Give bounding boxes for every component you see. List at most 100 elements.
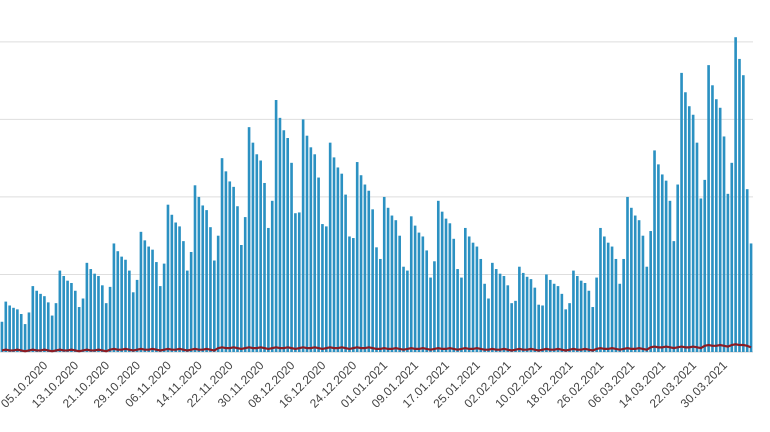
bar [552,283,556,352]
bar [742,75,745,353]
bar [363,184,367,352]
bar [560,293,564,352]
bar [460,277,463,352]
bar [603,236,606,352]
bar [355,162,359,352]
bar [382,196,386,352]
bar [232,186,235,352]
bar [89,269,93,352]
bar [568,303,571,352]
bar [43,296,46,352]
bar [108,286,112,352]
bar [62,276,66,352]
bar [529,279,533,352]
bar [676,184,680,352]
bar [718,107,722,352]
bar [464,227,467,352]
bar [660,174,664,352]
bar [305,135,309,352]
bar [93,273,96,352]
bar [19,314,23,352]
bar [4,301,8,352]
bar [537,304,540,352]
bar [575,276,579,352]
bar [263,182,266,352]
bar [436,200,440,352]
bar [97,276,100,352]
bar [734,37,737,353]
bar [707,65,710,353]
bar [664,180,668,352]
bar [182,241,185,352]
bar [23,324,27,352]
bar [286,138,289,352]
bar [548,279,552,352]
bar [135,279,139,352]
bar [429,277,432,352]
bar [668,200,672,352]
bar [309,147,313,352]
bar [282,130,286,352]
bar [398,235,401,352]
bar [502,276,506,352]
bar [514,300,517,352]
bar [224,171,228,352]
bar [201,205,205,352]
bar [745,189,749,352]
bar [54,303,58,352]
bar [367,190,371,352]
bar [50,315,54,352]
bar [491,262,494,352]
bar [31,286,35,352]
bar [328,142,332,352]
bar [379,258,382,352]
bar [579,280,583,352]
bar [290,162,293,352]
bar [637,220,641,352]
bar [294,213,297,352]
bar [475,246,479,352]
bar [703,179,707,352]
bar [131,292,135,352]
bar [409,216,413,352]
bar [545,274,548,352]
bar [348,236,351,352]
bar [680,72,683,353]
bar [614,258,618,352]
bar [687,106,691,352]
bar [213,260,216,352]
bar [81,298,85,352]
bar [487,298,490,352]
bar [684,92,687,353]
bar [386,207,390,352]
bar [394,220,398,352]
bar [46,302,50,352]
bar [572,270,575,352]
bar [259,160,262,352]
bar [313,154,317,352]
bar [498,273,502,352]
bar [371,209,374,352]
bar [622,258,625,352]
bar [471,242,475,352]
bar [479,258,483,352]
bar [448,223,452,352]
bar [120,256,123,352]
bar [630,207,633,352]
bar [162,263,166,352]
bar [255,154,259,352]
bar [610,246,614,352]
bar [510,303,513,352]
bar [390,215,394,352]
bar [653,150,656,352]
bar [85,262,89,352]
bar [541,305,544,352]
bar [344,194,347,352]
bar [185,270,189,352]
bar [402,266,405,352]
bar [521,272,525,352]
bar [151,249,154,352]
bar [425,250,429,352]
